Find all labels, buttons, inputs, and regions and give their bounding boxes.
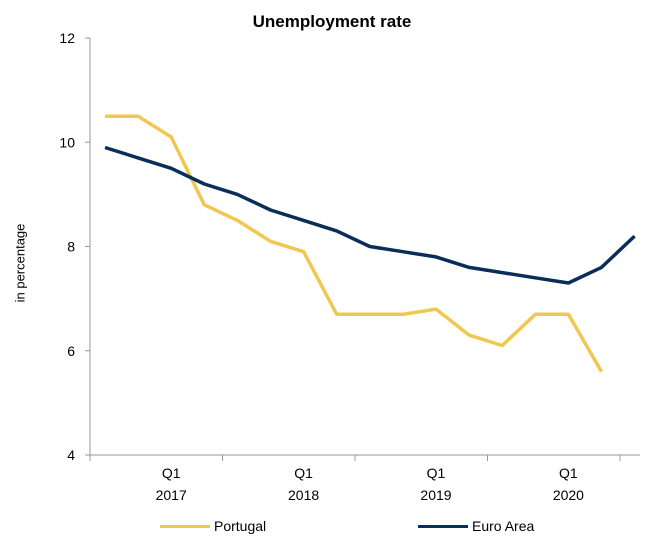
series-line-portugal: [105, 116, 602, 371]
x-tick-label-quarter: Q1: [294, 465, 313, 481]
legend-item-portugal: Portugal: [160, 518, 266, 534]
x-tick-label-year: 2017: [156, 487, 187, 503]
y-tick-label: 12: [59, 30, 75, 46]
y-tick-label: 6: [67, 343, 75, 359]
x-tick-label-quarter: Q1: [427, 465, 446, 481]
y-tick-label: 10: [59, 134, 75, 150]
legend-swatch-euro-area: [418, 525, 468, 528]
x-tick-label-year: 2018: [288, 487, 319, 503]
y-tick-label: 4: [67, 447, 75, 463]
legend-label-portugal: Portugal: [214, 518, 266, 534]
legend-label-euro-area: Euro Area: [472, 518, 534, 534]
x-tick-label-year: 2020: [553, 487, 584, 503]
x-tick-label-quarter: Q1: [559, 465, 578, 481]
legend-swatch-portugal: [160, 525, 210, 528]
y-tick-label: 8: [67, 239, 75, 255]
legend: Portugal Euro Area: [0, 518, 664, 538]
series-lines: [105, 116, 635, 371]
x-tick-label-year: 2019: [420, 487, 451, 503]
x-tick-label-quarter: Q1: [162, 465, 181, 481]
legend-item-euro-area: Euro Area: [418, 518, 534, 534]
axes: 4 6 8 10 12 Q1 2017 Q1 2018 Q1 2019 Q1 2020: [59, 30, 640, 503]
